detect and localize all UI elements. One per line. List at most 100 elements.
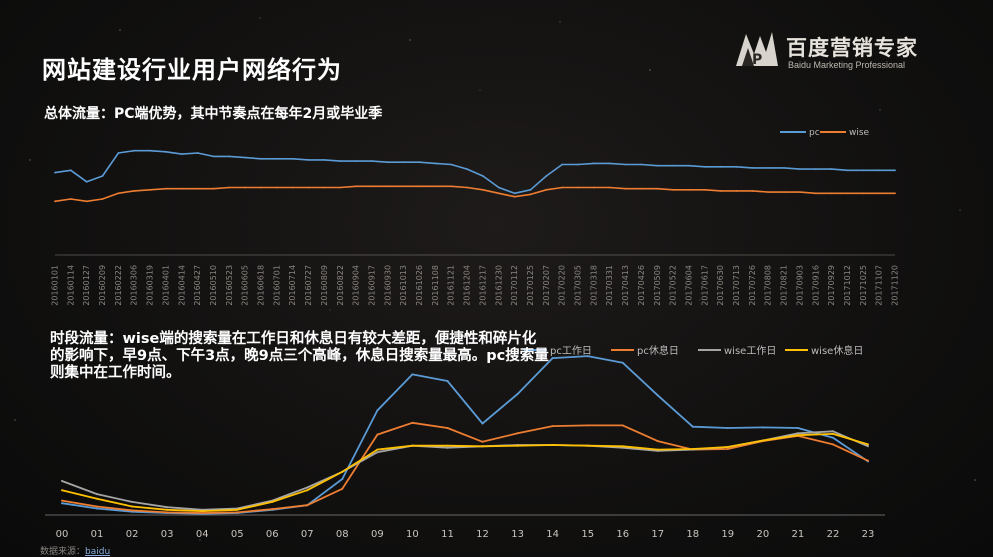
chart1-point-pc [577,163,579,166]
chart2-point-wise休息日 [796,434,799,437]
chart1-point-pc [323,159,326,161]
chart1-point-wise [703,188,706,191]
chart1-x-tick-label: 20160822 [336,265,345,306]
chart1-point-pc [402,161,405,164]
chart2-point-pc工作日 [516,393,519,395]
chart1-x-tick-label: 20170413 [621,265,630,306]
chart1-subtitle: 总体流量：PC端优势，其中节奏点在每年2月或毕业季 [44,106,383,122]
chart1-point-pc [291,157,294,160]
chart1-point-wise [814,192,817,195]
chart2-x-tick-label: 05 [231,529,244,540]
chart2-point-pc休息日 [726,448,729,450]
chart1-x-tick-label: 20160714 [288,265,297,306]
chart1-point-wise [117,192,120,195]
chart2-point-pc休息日 [236,511,239,514]
chart1-point-wise [593,186,595,189]
chart2-point-wise休息日 [236,508,239,511]
chart2-point-pc休息日 [96,505,98,508]
chart1-x-tick-label: 20161108 [431,265,440,306]
chart2-point-wise休息日 [411,444,414,447]
chart1-x-tick-label: 20170305 [574,265,583,306]
chart2-point-pc休息日 [481,440,484,443]
chart2-x-tick-label: 15 [581,529,594,540]
chart1-point-pc [688,164,690,167]
chart1-point-wise [450,185,453,188]
chart2-point-wise休息日 [621,445,624,448]
chart1-x-tick-label: 20160917 [368,265,377,306]
chart1-point-wise [101,198,104,200]
chart1-x-tick-label: 20160414 [177,265,186,306]
chart2-point-wise休息日 [96,497,98,500]
chart1-point-wise [180,187,183,190]
chart2-x-tick-label: 12 [476,529,489,540]
chart1-point-pc [276,157,278,160]
chart1-point-pc [703,165,706,168]
chart1-point-pc [830,168,833,171]
chart1-point-pc [878,169,881,172]
chart2-point-pc休息日 [411,421,414,424]
chart1-point-pc [355,160,357,163]
chart1-point-wise [228,186,231,189]
chart2-point-pc休息日 [341,487,344,490]
chart2-point-wise工作日 [796,432,799,435]
chart1-point-wise [133,190,136,192]
chart1-x-tick-label: 20160605 [241,265,250,306]
chart2-point-wise工作日 [832,430,834,433]
chart1-point-pc [656,164,659,167]
chart2-x-tick-label: 22 [827,529,840,540]
chart2-x-tick-label: 18 [686,529,699,540]
chart1-point-pc [640,163,643,166]
chart2-point-pc休息日 [832,443,834,446]
chart1-point-wise [767,191,770,194]
chart1-point-wise [545,188,548,191]
chart1-point-pc [244,156,247,159]
brand-logo: P 百度营销专家 Baidu Marketing Professional [732,26,932,76]
chart1-point-pc [133,149,136,152]
chart1-point-pc [307,159,310,161]
chart1-point-wise [244,186,247,189]
chart1-legend-label: wise [849,128,870,138]
chart1-point-wise [608,186,611,189]
chart1-point-wise [149,188,152,191]
chart2-point-pc休息日 [271,508,274,511]
chart1-x-tick-label: 20161013 [399,265,408,306]
chart1-x-tick-label: 20160904 [352,265,361,306]
chart1-point-wise [656,187,659,190]
chart1-point-wise [276,186,278,189]
chart2-point-wise工作日 [306,486,309,489]
chart1-legend-label: pc [809,128,820,138]
chart2-point-pc休息日 [166,511,169,514]
chart1-point-pc [69,169,72,172]
logo-subtext: Baidu Marketing Professional [788,60,906,70]
chart2-point-pc休息日 [621,424,624,427]
chart1-point-pc [196,152,199,154]
chart1-x-tick-label: 20160319 [146,265,155,306]
chart2-point-wise休息日 [832,432,834,435]
chart1-x-tick-label: 20170318 [589,265,598,306]
chart1-point-wise [561,186,564,189]
chart2-point-wise休息日 [306,489,309,492]
chart1-point-pc [212,155,215,158]
chart1-point-pc [450,163,453,166]
chart1-point-pc [497,186,500,189]
chart1-point-pc [545,175,548,177]
chart2-x-tick-label: 01 [91,529,104,540]
chart1-point-wise [672,188,674,191]
chart2-series-wise休息日 [61,432,869,513]
chart2-x-tick-label: 19 [721,529,734,540]
chart2-point-pc工作日 [376,409,379,412]
chart1-x-tick-label: 20170929 [827,265,836,306]
chart2-x-tick-label: 10 [406,529,419,540]
chart1-x-tick-label: 20171107 [875,265,884,306]
chart2-point-wise休息日 [516,444,519,447]
chart1-x-tick-label: 20160510 [209,265,218,306]
chart1-point-pc [418,161,421,164]
chart1-point-pc [719,165,722,168]
chart2-point-pc休息日 [131,509,134,512]
chart1-point-pc [593,162,595,165]
chart1-point-pc [339,160,342,163]
chart1-point-wise [260,186,262,189]
chart2-point-wise休息日 [131,505,134,508]
chart1-point-pc [228,155,231,158]
